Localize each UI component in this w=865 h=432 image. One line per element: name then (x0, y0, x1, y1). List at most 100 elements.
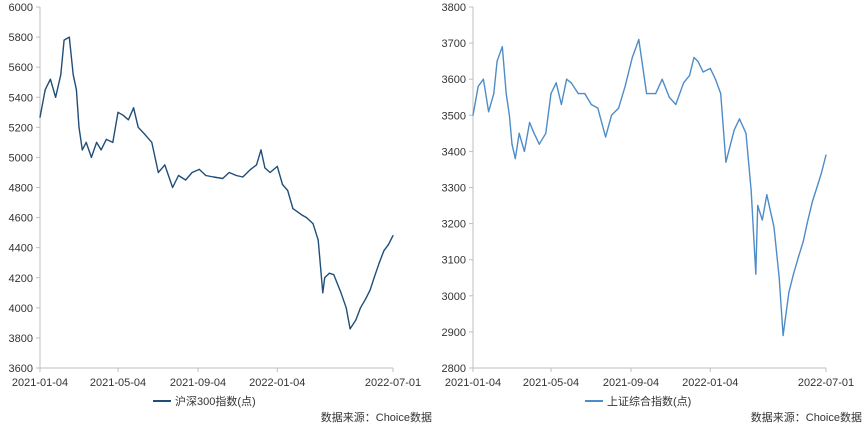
data-point (157, 171, 159, 174)
data-point (85, 141, 87, 143)
data-point (560, 103, 563, 106)
data-point (590, 103, 592, 106)
x-tick-label: 2021-05-04 (523, 377, 579, 389)
data-point (825, 154, 827, 156)
data-point (127, 119, 129, 121)
y-tick-label: 4000 (9, 303, 33, 315)
data-point (322, 292, 324, 294)
x-tick-label: 2022-07-01 (798, 377, 854, 389)
data-point (287, 189, 289, 192)
data-point (100, 149, 102, 151)
data-point (661, 78, 663, 80)
chart-1: 6000 5800 5600 5400 5200 5000 4800 4600 4400 4200… (9, 2, 432, 424)
data-point (133, 107, 135, 109)
data-point (757, 204, 759, 207)
data-point (714, 78, 717, 80)
data-point (675, 103, 677, 106)
data-point (369, 289, 371, 291)
data-point (755, 273, 757, 275)
data-point (683, 82, 685, 84)
y-tick-label: 6000 (9, 2, 33, 14)
data-point (305, 217, 308, 219)
x-tick-label: 2022-07-01 (365, 377, 421, 389)
data-point (222, 177, 224, 180)
data-point (324, 277, 326, 279)
legend-label: 沪深300指数(点) (175, 394, 256, 408)
y-tick-label: 3300 (442, 183, 466, 195)
data-point (191, 171, 193, 174)
data-point (355, 319, 357, 321)
data-point (618, 107, 620, 109)
data-point (566, 78, 568, 80)
data-point (198, 168, 200, 170)
data-point (359, 307, 362, 309)
data-point (697, 60, 699, 62)
data-point (788, 291, 790, 293)
data-point (345, 307, 347, 309)
y-tick-label: 4600 (9, 213, 33, 225)
data-point (584, 93, 586, 95)
data-point (213, 176, 215, 178)
data-point (333, 274, 335, 276)
data-point (702, 71, 704, 73)
data-point (508, 114, 510, 116)
chart-2: 3800 3700 3600 3500 3400 3300 3200 3100 3000 2900… (442, 2, 862, 424)
data-point (269, 171, 271, 174)
data-point (312, 223, 314, 225)
data-point (96, 141, 98, 143)
data-point (720, 93, 722, 95)
data-point (144, 134, 146, 136)
data-point (806, 223, 808, 225)
data-point (164, 164, 166, 166)
data-point (242, 176, 244, 178)
data-point (68, 36, 70, 38)
data-point (811, 201, 813, 203)
data-point (792, 273, 795, 275)
data-point (60, 74, 62, 76)
data-point (638, 38, 640, 41)
data-point (137, 126, 139, 128)
data-point (778, 277, 780, 279)
data-point (328, 272, 330, 274)
data-point (276, 165, 278, 167)
data-point (392, 235, 394, 237)
data-point (782, 334, 784, 337)
data-point (49, 78, 52, 80)
series-line (39, 36, 394, 330)
data-point (529, 121, 531, 124)
data-point (151, 141, 153, 143)
y-tick-label: 5800 (9, 32, 33, 44)
y-tick-label: 3600 (9, 363, 33, 375)
data-point (550, 93, 552, 95)
series-line (472, 38, 827, 337)
data-point (112, 141, 114, 143)
data-point (820, 172, 823, 174)
data-point (228, 171, 230, 174)
y-tick-label: 3400 (442, 146, 466, 158)
data-point (631, 56, 633, 59)
data-point (250, 168, 252, 170)
data-point (555, 82, 557, 84)
data-point (300, 214, 302, 216)
y-tick-label: 5200 (9, 122, 33, 134)
x-tick-label: 2021-09-04 (170, 377, 226, 389)
data-point (365, 298, 367, 300)
data-point (693, 56, 695, 59)
data-point (773, 226, 775, 228)
data-point (545, 132, 547, 134)
data-point (81, 149, 83, 151)
data-point (63, 39, 65, 41)
y-tick-label: 2900 (442, 327, 466, 339)
data-point (122, 114, 124, 116)
data-point (570, 82, 572, 84)
data-point (725, 161, 727, 163)
x-tick-label: 2022-01-04 (249, 377, 305, 389)
x-tick-label: 2021-01-04 (12, 377, 68, 389)
data-point (523, 150, 526, 152)
data-point (477, 85, 479, 87)
data-point (733, 129, 735, 131)
y-tick-label: 3600 (442, 74, 466, 86)
data-point (482, 78, 484, 80)
data-point (798, 255, 800, 257)
